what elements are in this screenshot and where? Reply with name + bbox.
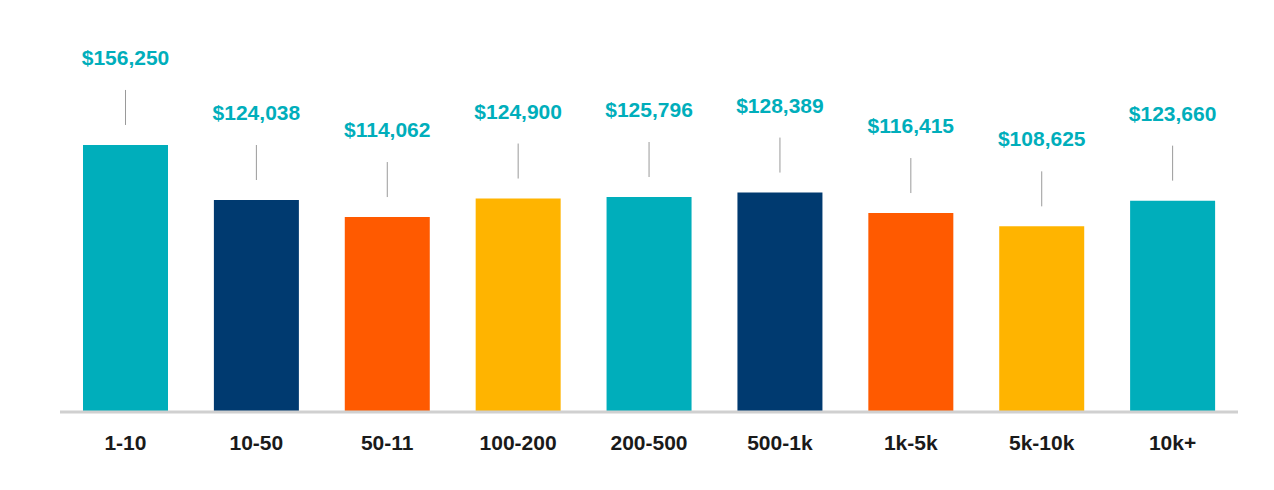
svg-text:100-200: 100-200 xyxy=(480,431,557,454)
svg-text:$156,250: $156,250 xyxy=(82,46,170,69)
svg-text:500-1k: 500-1k xyxy=(747,431,813,454)
svg-text:$123,660: $123,660 xyxy=(1129,102,1217,125)
svg-text:10k+: 10k+ xyxy=(1149,431,1196,454)
svg-text:10-50: 10-50 xyxy=(229,431,283,454)
svg-text:$108,625: $108,625 xyxy=(998,127,1086,150)
svg-text:50-11: 50-11 xyxy=(361,431,414,454)
svg-text:1k-5k: 1k-5k xyxy=(884,431,938,454)
svg-text:$128,389: $128,389 xyxy=(736,94,824,117)
svg-text:$114,062: $114,062 xyxy=(344,118,430,141)
svg-text:200-500: 200-500 xyxy=(610,431,687,454)
svg-text:$124,900: $124,900 xyxy=(474,100,562,123)
svg-text:$125,796: $125,796 xyxy=(605,98,693,121)
svg-text:5k-10k: 5k-10k xyxy=(1009,431,1075,454)
svg-text:1-10: 1-10 xyxy=(104,431,146,454)
svg-text:$116,415: $116,415 xyxy=(868,114,955,137)
svg-text:$124,038: $124,038 xyxy=(213,101,301,124)
